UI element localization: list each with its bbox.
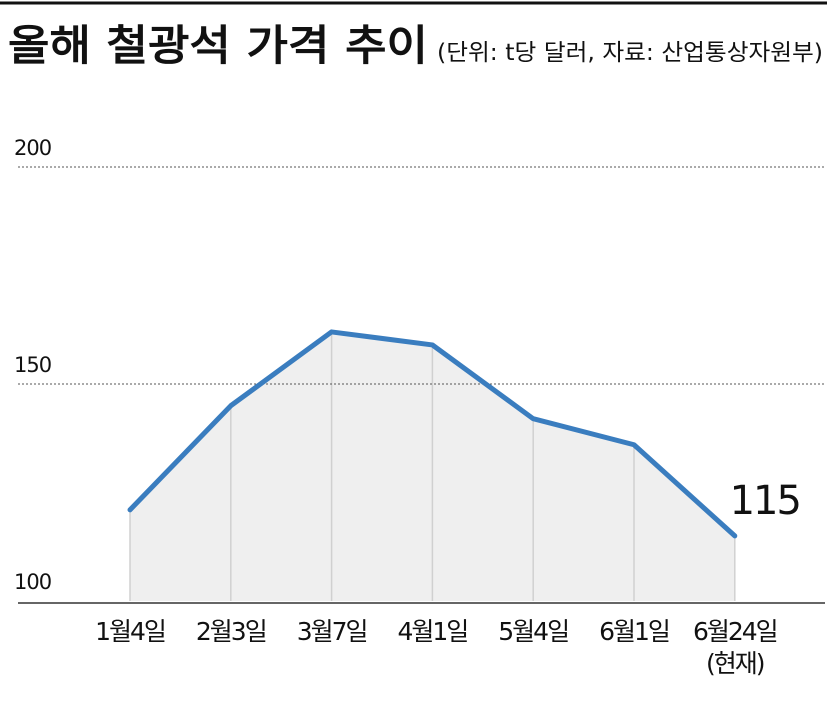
y-tick-label: 100 [14,570,51,594]
chart-title: 올해 철광석 가격 추이 [8,21,428,70]
x-tick-label: 3월7일 [296,617,369,646]
y-tick-label: 150 [14,353,51,377]
x-tick-label: 5월4일 [498,617,570,646]
chart-subtitle: (단위: t당 달러, 자료: 산업통상자원부) [437,40,823,66]
y-tick-label: 200 [14,136,51,160]
value-label: 115 [730,478,800,524]
x-tick-label: 2월3일 [195,617,268,646]
x-tick-label: 6월24일 (현재) [692,617,779,678]
x-tick-label: 1월4일 [95,617,167,646]
x-tick-label: 6월1일 [599,617,671,646]
x-tick-label: 4월1일 [397,617,469,646]
line [127,329,738,539]
